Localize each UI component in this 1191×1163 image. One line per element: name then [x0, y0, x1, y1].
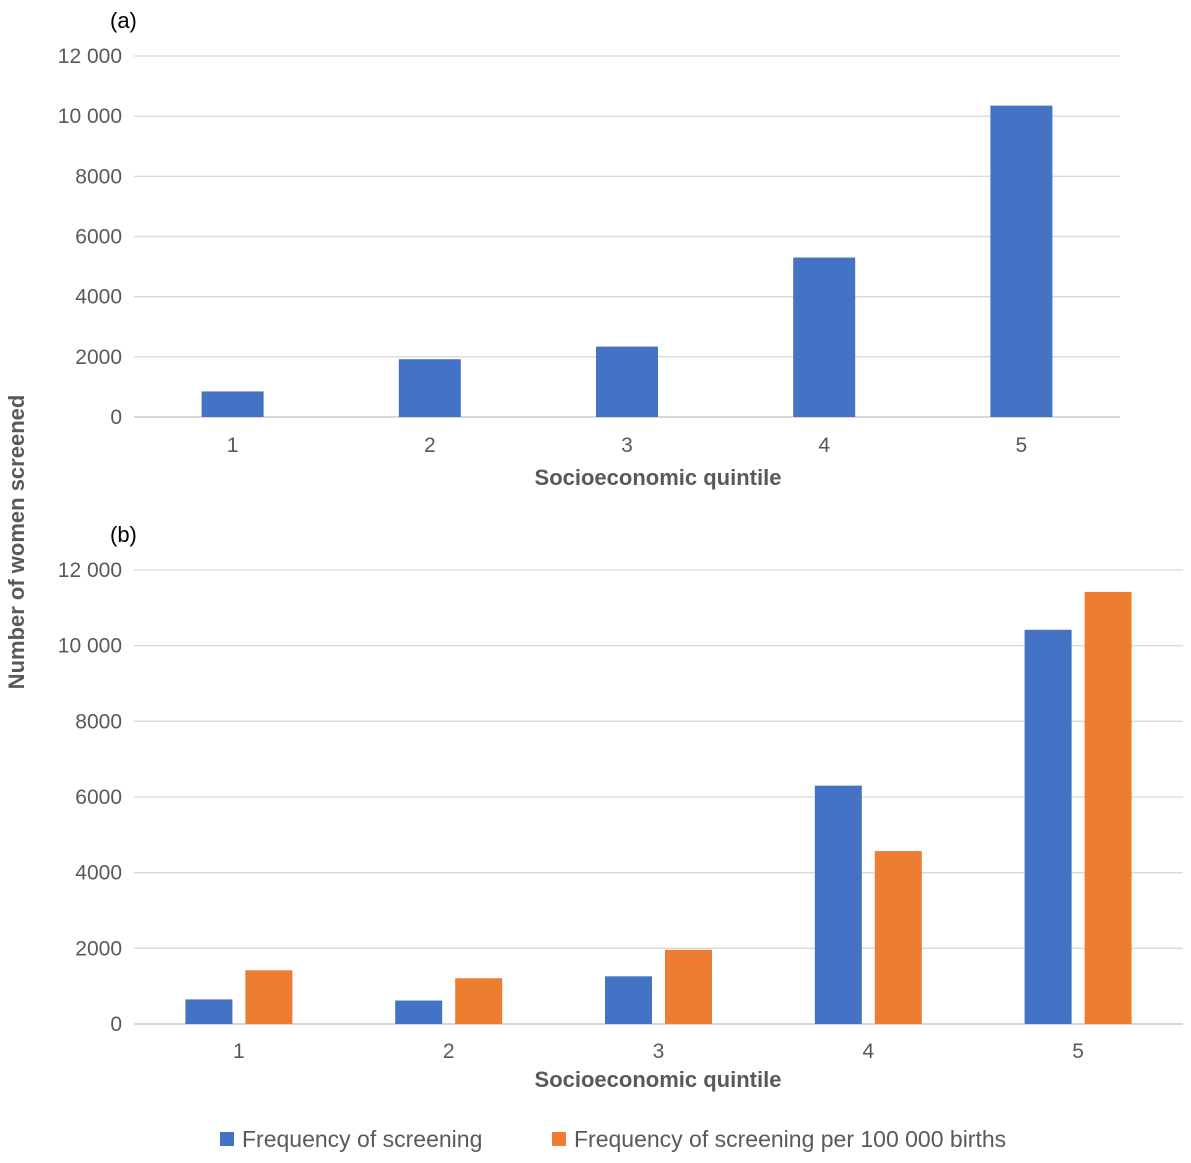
legend-swatch-per-100000-births: [552, 1132, 566, 1146]
y-tick-label: 2000: [75, 937, 122, 960]
bar: [814, 785, 862, 1024]
x-tick-label: 2: [424, 434, 436, 457]
panel-a-x-ticks: 1 2 3 4 5: [227, 434, 1027, 457]
panel-a-x-axis-title: Socioeconomic quintile: [535, 465, 782, 490]
bar: [395, 1000, 443, 1024]
bar: [185, 999, 233, 1024]
bar: [455, 978, 503, 1024]
y-tick-label: 6000: [75, 786, 122, 809]
y-tick-label: 4000: [75, 862, 122, 885]
panel-b-label: (b): [110, 522, 137, 547]
y-tick-label: 0: [110, 1013, 122, 1036]
x-tick-label: 5: [1072, 1040, 1084, 1063]
panel-b-x-ticks: 1 2 3 4 5: [233, 1040, 1084, 1063]
legend-swatch-frequency: [220, 1132, 234, 1146]
y-tick-label: 10 000: [58, 635, 122, 658]
y-axis-title: Number of women screened: [4, 395, 29, 690]
panel-a-y-ticks: 0 2000 4000 6000 8000 10 000 12 000: [58, 45, 122, 429]
y-tick-label: 10 000: [58, 105, 122, 128]
bar: [793, 257, 856, 417]
panel-b-x-axis-title: Socioeconomic quintile: [535, 1067, 782, 1092]
bar: [605, 976, 652, 1024]
bar: [201, 391, 264, 417]
y-tick-label: 6000: [75, 226, 122, 249]
x-tick-label: 1: [233, 1040, 245, 1063]
x-tick-label: 3: [621, 434, 633, 457]
panel-b-bars: [185, 591, 1132, 1024]
bar: [990, 105, 1053, 417]
y-tick-label: 8000: [75, 710, 122, 733]
bar: [665, 949, 712, 1024]
y-tick-label: 12 000: [58, 559, 122, 582]
panel-a-label: (a): [110, 8, 137, 33]
x-tick-label: 2: [443, 1040, 455, 1063]
panel-b-y-ticks: 0 2000 4000 6000 8000 10 000 12 000: [58, 559, 122, 1036]
x-tick-label: 4: [818, 434, 830, 457]
bar: [1084, 591, 1132, 1024]
x-tick-label: 3: [653, 1040, 665, 1063]
panel-b-gridlines: [134, 569, 1183, 1025]
panel-a-bars: [201, 105, 1053, 417]
bar: [1024, 629, 1072, 1024]
bar: [398, 359, 461, 417]
y-tick-label: 8000: [75, 165, 122, 188]
y-tick-label: 4000: [75, 286, 122, 309]
legend-label-per-100000-births: Frequency of screening per 100 000 birth…: [574, 1126, 1006, 1152]
bar: [874, 851, 922, 1024]
panel-a-gridlines: [134, 55, 1120, 418]
legend: Frequency of screening Frequency of scre…: [220, 1126, 1006, 1152]
x-tick-label: 5: [1016, 434, 1028, 457]
x-tick-label: 1: [227, 434, 239, 457]
y-tick-label: 2000: [75, 346, 122, 369]
x-tick-label: 4: [862, 1040, 874, 1063]
y-tick-label: 0: [110, 406, 122, 429]
y-tick-label: 12 000: [58, 45, 122, 68]
bar: [596, 346, 658, 417]
bar: [245, 970, 293, 1024]
legend-label-frequency: Frequency of screening: [242, 1126, 482, 1152]
